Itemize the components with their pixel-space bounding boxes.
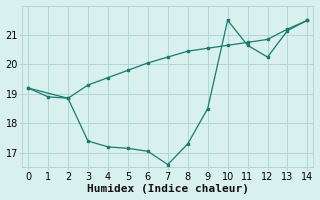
- X-axis label: Humidex (Indice chaleur): Humidex (Indice chaleur): [87, 184, 249, 194]
